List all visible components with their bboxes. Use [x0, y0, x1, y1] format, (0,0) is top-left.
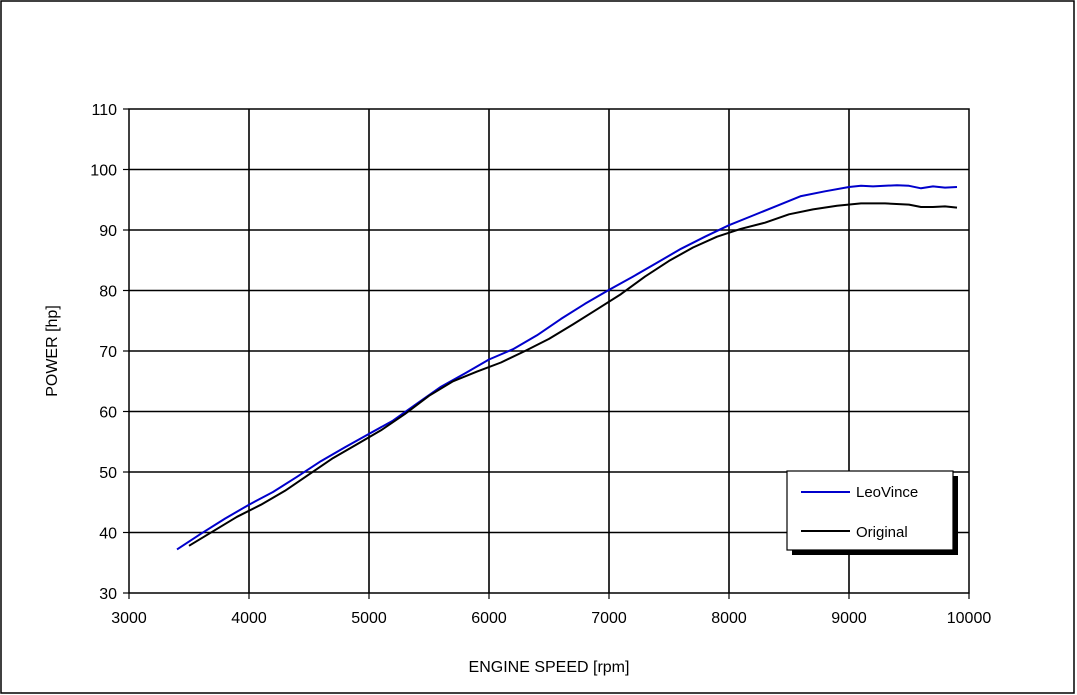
y-axis-ticks: 30 40 50 60 70 80 90 100 110 [90, 102, 129, 603]
x-tick-label: 7000 [591, 610, 627, 627]
y-tick-label: 70 [99, 344, 117, 361]
x-tick-label: 10000 [947, 610, 992, 627]
y-tick-label: 80 [99, 284, 117, 301]
series-line-leovince [176, 184, 958, 551]
y-tick-label: 100 [90, 163, 117, 180]
y-tick-label: 30 [99, 586, 117, 603]
x-tick-label: 9000 [831, 610, 867, 627]
x-tick-label: 5000 [351, 610, 387, 627]
series-lines [176, 184, 958, 551]
x-axis-ticks: 3000 4000 5000 6000 7000 8000 9000 10000 [111, 593, 991, 627]
x-axis-label: ENGINE SPEED [rpm] [469, 659, 630, 676]
legend-box [786, 470, 954, 551]
y-tick-label: 40 [99, 526, 117, 543]
legend-label-original: Original [856, 524, 908, 541]
y-axis-label: POWER [hp] [44, 305, 61, 397]
y-tick-label: 50 [99, 465, 117, 482]
legend-label-leovince: LeoVince [856, 484, 918, 501]
x-tick-label: 8000 [711, 610, 747, 627]
x-tick-label: 6000 [471, 610, 507, 627]
y-tick-label: 60 [99, 405, 117, 422]
y-tick-label: 90 [99, 223, 117, 240]
series-line-original [188, 202, 958, 547]
y-tick-label: 110 [91, 102, 117, 119]
legend: LeoVince Original [786, 470, 958, 555]
x-tick-label: 4000 [231, 610, 267, 627]
plot-area: 3000 4000 5000 6000 7000 8000 9000 10000 30 40 50… [90, 102, 991, 627]
x-tick-label: 3000 [111, 610, 147, 627]
